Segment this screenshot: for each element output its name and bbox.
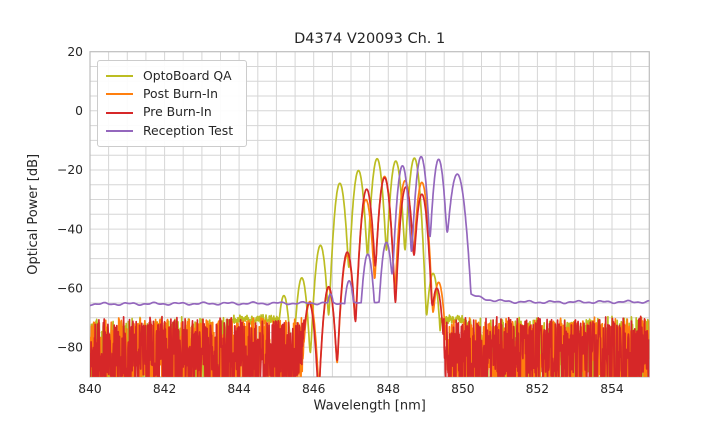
x-tick-label: 852	[526, 382, 549, 396]
x-tick-label: 842	[153, 382, 176, 396]
legend-item: OptoBoard QA	[106, 67, 236, 85]
series-line-pre-burn-in	[90, 176, 650, 377]
y-tick-label: −80	[57, 341, 83, 355]
series-line-reception-test	[90, 155, 650, 307]
legend-item: Reception Test	[106, 122, 236, 140]
legend-label: OptoBoard QA	[143, 67, 232, 83]
legend-item: Pre Burn-In	[106, 104, 236, 122]
x-tick-label: 848	[377, 382, 400, 396]
series-lines	[90, 155, 650, 377]
legend: OptoBoard QA Post Burn-In Pre Burn-In Re…	[97, 60, 247, 147]
y-tick-label: 0	[75, 104, 83, 118]
y-tick-label: −20	[57, 163, 83, 177]
legend-label: Post Burn-In	[143, 86, 218, 102]
y-tick-labels: 20 0 −20 −40 −60 −80	[57, 45, 83, 355]
plot-frame	[89, 51, 650, 378]
x-tick-label: 854	[600, 382, 624, 396]
legend-line-swatch	[106, 75, 133, 78]
y-axis-label: Optical Power [dB]	[26, 154, 41, 275]
legend-line-swatch	[106, 93, 133, 96]
x-axis-label: Wavelength [nm]	[314, 399, 426, 414]
legend-label: Reception Test	[143, 122, 234, 138]
y-tick-label: 20	[67, 45, 83, 59]
x-tick-labels: 840 842 844 846 848 850 852 854	[78, 382, 624, 396]
y-tick-label: −60	[57, 281, 83, 295]
x-tick-label: 850	[451, 382, 474, 396]
legend-label: Pre Burn-In	[143, 104, 212, 120]
legend-line-swatch	[106, 111, 133, 114]
legend-item: Post Burn-In	[106, 85, 236, 103]
x-tick-label: 840	[78, 382, 101, 396]
legend-line-swatch	[106, 129, 133, 132]
x-tick-label: 844	[227, 382, 251, 396]
chart-title: D4374 V20093 Ch. 1	[294, 31, 445, 47]
y-tick-label: −40	[57, 222, 83, 236]
x-tick-label: 846	[302, 382, 326, 396]
